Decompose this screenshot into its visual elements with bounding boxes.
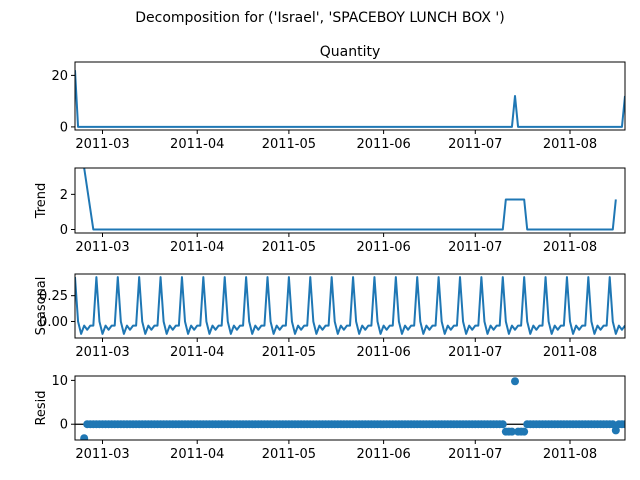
resid-panel: Resid 0 10 2011-03 2011-04 2011-05 2011-06 2011… bbox=[34, 374, 626, 462]
resid-xtick-label: 2011-04 bbox=[170, 447, 224, 462]
quantity-xtick-label: 2011-06 bbox=[356, 137, 410, 152]
quantity-xtick-label: 2011-07 bbox=[448, 137, 502, 152]
seasonal-ylabel: Seasonal bbox=[34, 277, 49, 336]
seasonal-xtick-label: 2011-07 bbox=[448, 345, 502, 360]
trend-data bbox=[83, 168, 617, 231]
resid-data bbox=[75, 377, 625, 440]
quantity-panel: Quantity 0 20 2011-03 2011-04 2011-05 2011-06 2… bbox=[51, 44, 626, 152]
resid-xtick-label: 2011-07 bbox=[448, 447, 502, 462]
seasonal-ytick-label: 0.00 bbox=[39, 315, 68, 330]
trend-series-line bbox=[83, 168, 617, 231]
seasonal-xtick-label: 2011-03 bbox=[75, 345, 129, 360]
resid-xtick-label: 2011-05 bbox=[262, 447, 316, 462]
seasonal-series-line bbox=[75, 276, 625, 335]
resid-xtick-label: 2011-03 bbox=[75, 447, 129, 462]
trend-xtick-label: 2011-06 bbox=[356, 240, 410, 255]
trend-frame bbox=[74, 167, 626, 234]
seasonal-xtick-label: 2011-06 bbox=[356, 345, 410, 360]
quantity-xtick-label: 2011-03 bbox=[75, 137, 129, 152]
resid-ytick-label: 10 bbox=[51, 374, 68, 389]
quantity-data bbox=[75, 70, 625, 128]
seasonal-xtick-label: 2011-04 bbox=[170, 345, 224, 360]
resid-frame bbox=[74, 375, 626, 441]
quantity-series-line bbox=[75, 70, 625, 128]
quantity-xtick-label: 2011-04 bbox=[170, 137, 224, 152]
trend-ytick-label: 0 bbox=[60, 223, 68, 238]
quantity-xtick-label: 2011-05 bbox=[262, 137, 316, 152]
resid-point bbox=[511, 377, 519, 386]
seasonal-ytick-label: 0.25 bbox=[39, 289, 68, 304]
resid-point bbox=[80, 434, 89, 440]
resid-point bbox=[507, 427, 516, 436]
resid-point bbox=[611, 426, 620, 435]
resid-xtick-label: 2011-06 bbox=[356, 447, 410, 462]
quantity-ytick-label: 20 bbox=[51, 69, 68, 84]
trend-xtick-label: 2011-04 bbox=[170, 240, 224, 255]
quantity-title: Quantity bbox=[320, 44, 381, 60]
resid-point bbox=[520, 427, 529, 436]
trend-xtick-label: 2011-07 bbox=[448, 240, 502, 255]
seasonal-xtick-label: 2011-08 bbox=[543, 345, 597, 360]
trend-xtick-label: 2011-03 bbox=[75, 240, 129, 255]
seasonal-data bbox=[75, 276, 625, 335]
resid-point bbox=[608, 420, 617, 429]
quantity-xtick-label: 2011-08 bbox=[543, 137, 597, 152]
seasonal-xtick-label: 2011-05 bbox=[262, 345, 316, 360]
resid-ylabel: Resid bbox=[34, 390, 49, 425]
quantity-frame bbox=[74, 61, 626, 131]
trend-xtick-label: 2011-05 bbox=[262, 240, 316, 255]
figure-suptitle: Decomposition for ('Israel', 'SPACEBOY L… bbox=[135, 10, 504, 26]
trend-ylabel: Trend bbox=[34, 183, 49, 220]
trend-panel: Trend 0 2 2011-03 2011-04 2011-05 2011-06 2011-… bbox=[34, 167, 626, 255]
trend-xtick-label: 2011-08 bbox=[543, 240, 597, 255]
resid-ytick-label: 0 bbox=[60, 418, 68, 433]
resid-xtick-label: 2011-08 bbox=[543, 447, 597, 462]
resid-point bbox=[498, 420, 507, 429]
trend-ytick-label: 2 bbox=[60, 188, 68, 203]
quantity-ytick-label: 0 bbox=[60, 120, 68, 135]
resid-point bbox=[621, 420, 625, 429]
seasonal-frame bbox=[74, 273, 626, 339]
